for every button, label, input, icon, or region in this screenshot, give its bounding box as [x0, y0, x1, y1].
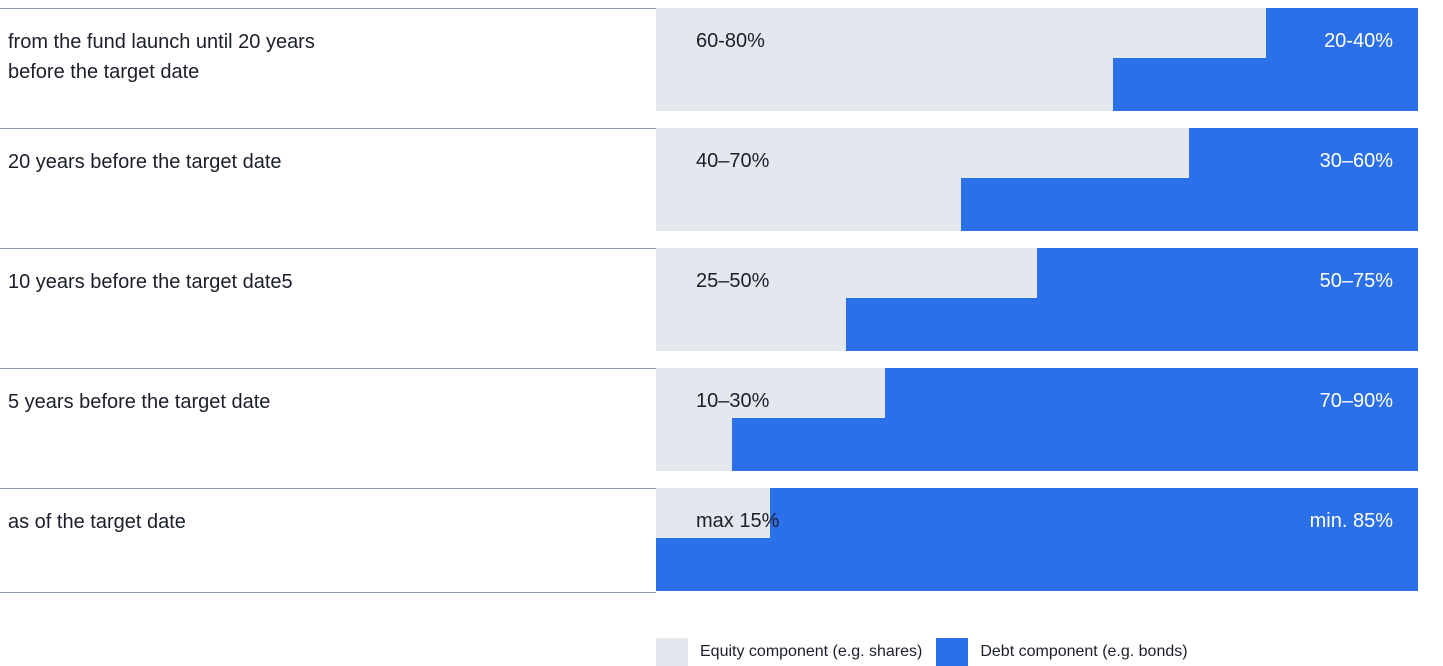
equity-value-label: 25–50% [696, 270, 770, 292]
allocation-chart: from the fund launch until 20 years befor… [0, 0, 1443, 600]
equity-bar: 60-80% 20-40% [656, 8, 1418, 111]
equity-value-label: 10–30% [696, 390, 770, 412]
debt-bar-min [885, 368, 1418, 418]
debt-bar-max [961, 178, 1418, 231]
equity-swatch [656, 638, 688, 666]
debt-bar-min [1189, 128, 1418, 178]
chart-row: as of the target date max 15% min. 85% [0, 480, 1443, 600]
debt-value-label: min. 85% [1309, 510, 1393, 532]
row-label: 5 years before the target date [8, 391, 271, 413]
equity-bar: 10–30% 70–90% [656, 368, 1418, 471]
equity-bar: 40–70% 30–60% [656, 128, 1418, 231]
debt-bar-max [732, 418, 1418, 471]
legend-label-debt: Debt component (e.g. bonds) [980, 643, 1188, 660]
chart-row: 10 years before the target date5 25–50% 50… [0, 240, 1443, 360]
debt-bar-min [1266, 8, 1418, 58]
legend: Equity component (e.g. shares) Debt comp… [656, 638, 1202, 666]
row-label: 10 years before the target date5 [8, 271, 293, 293]
debt-bar-min [1037, 248, 1418, 298]
row-label: 20 years before the target date [8, 151, 282, 173]
equity-value-label: 40–70% [696, 150, 770, 172]
chart-row: from the fund launch until 20 years befor… [0, 0, 1443, 120]
legend-item-debt: Debt component (e.g. bonds) [936, 638, 1188, 666]
legend-item-equity: Equity component (e.g. shares) [656, 638, 922, 666]
debt-value-label: 20-40% [1324, 30, 1393, 52]
row-label: as of the target date [8, 511, 186, 533]
debt-bar-max [846, 298, 1418, 351]
row-divider [0, 248, 656, 249]
chart-row: 5 years before the target date 10–30% 70–9… [0, 360, 1443, 480]
row-label: from the fund launch until 20 years befor… [8, 31, 315, 83]
chart-row: 20 years before the target date 40–70% 30–… [0, 120, 1443, 240]
row-divider [0, 368, 656, 369]
legend-label-equity: Equity component (e.g. shares) [700, 643, 923, 660]
bottom-divider [0, 592, 656, 593]
debt-bar-min [770, 488, 1418, 538]
row-divider [0, 128, 656, 129]
equity-value-label: 60-80% [696, 30, 765, 52]
equity-value-label: max 15% [696, 510, 780, 532]
row-divider [0, 488, 656, 489]
debt-value-label: 70–90% [1319, 390, 1393, 412]
debt-swatch [936, 638, 969, 666]
equity-bar: max 15% min. 85% [656, 488, 1418, 591]
debt-value-label: 50–75% [1319, 270, 1393, 292]
debt-value-label: 30–60% [1319, 150, 1393, 172]
equity-bar: 25–50% 50–75% [656, 248, 1418, 351]
debt-bar-max [1113, 58, 1418, 111]
row-divider [0, 8, 656, 9]
debt-bar-max [656, 538, 1418, 591]
